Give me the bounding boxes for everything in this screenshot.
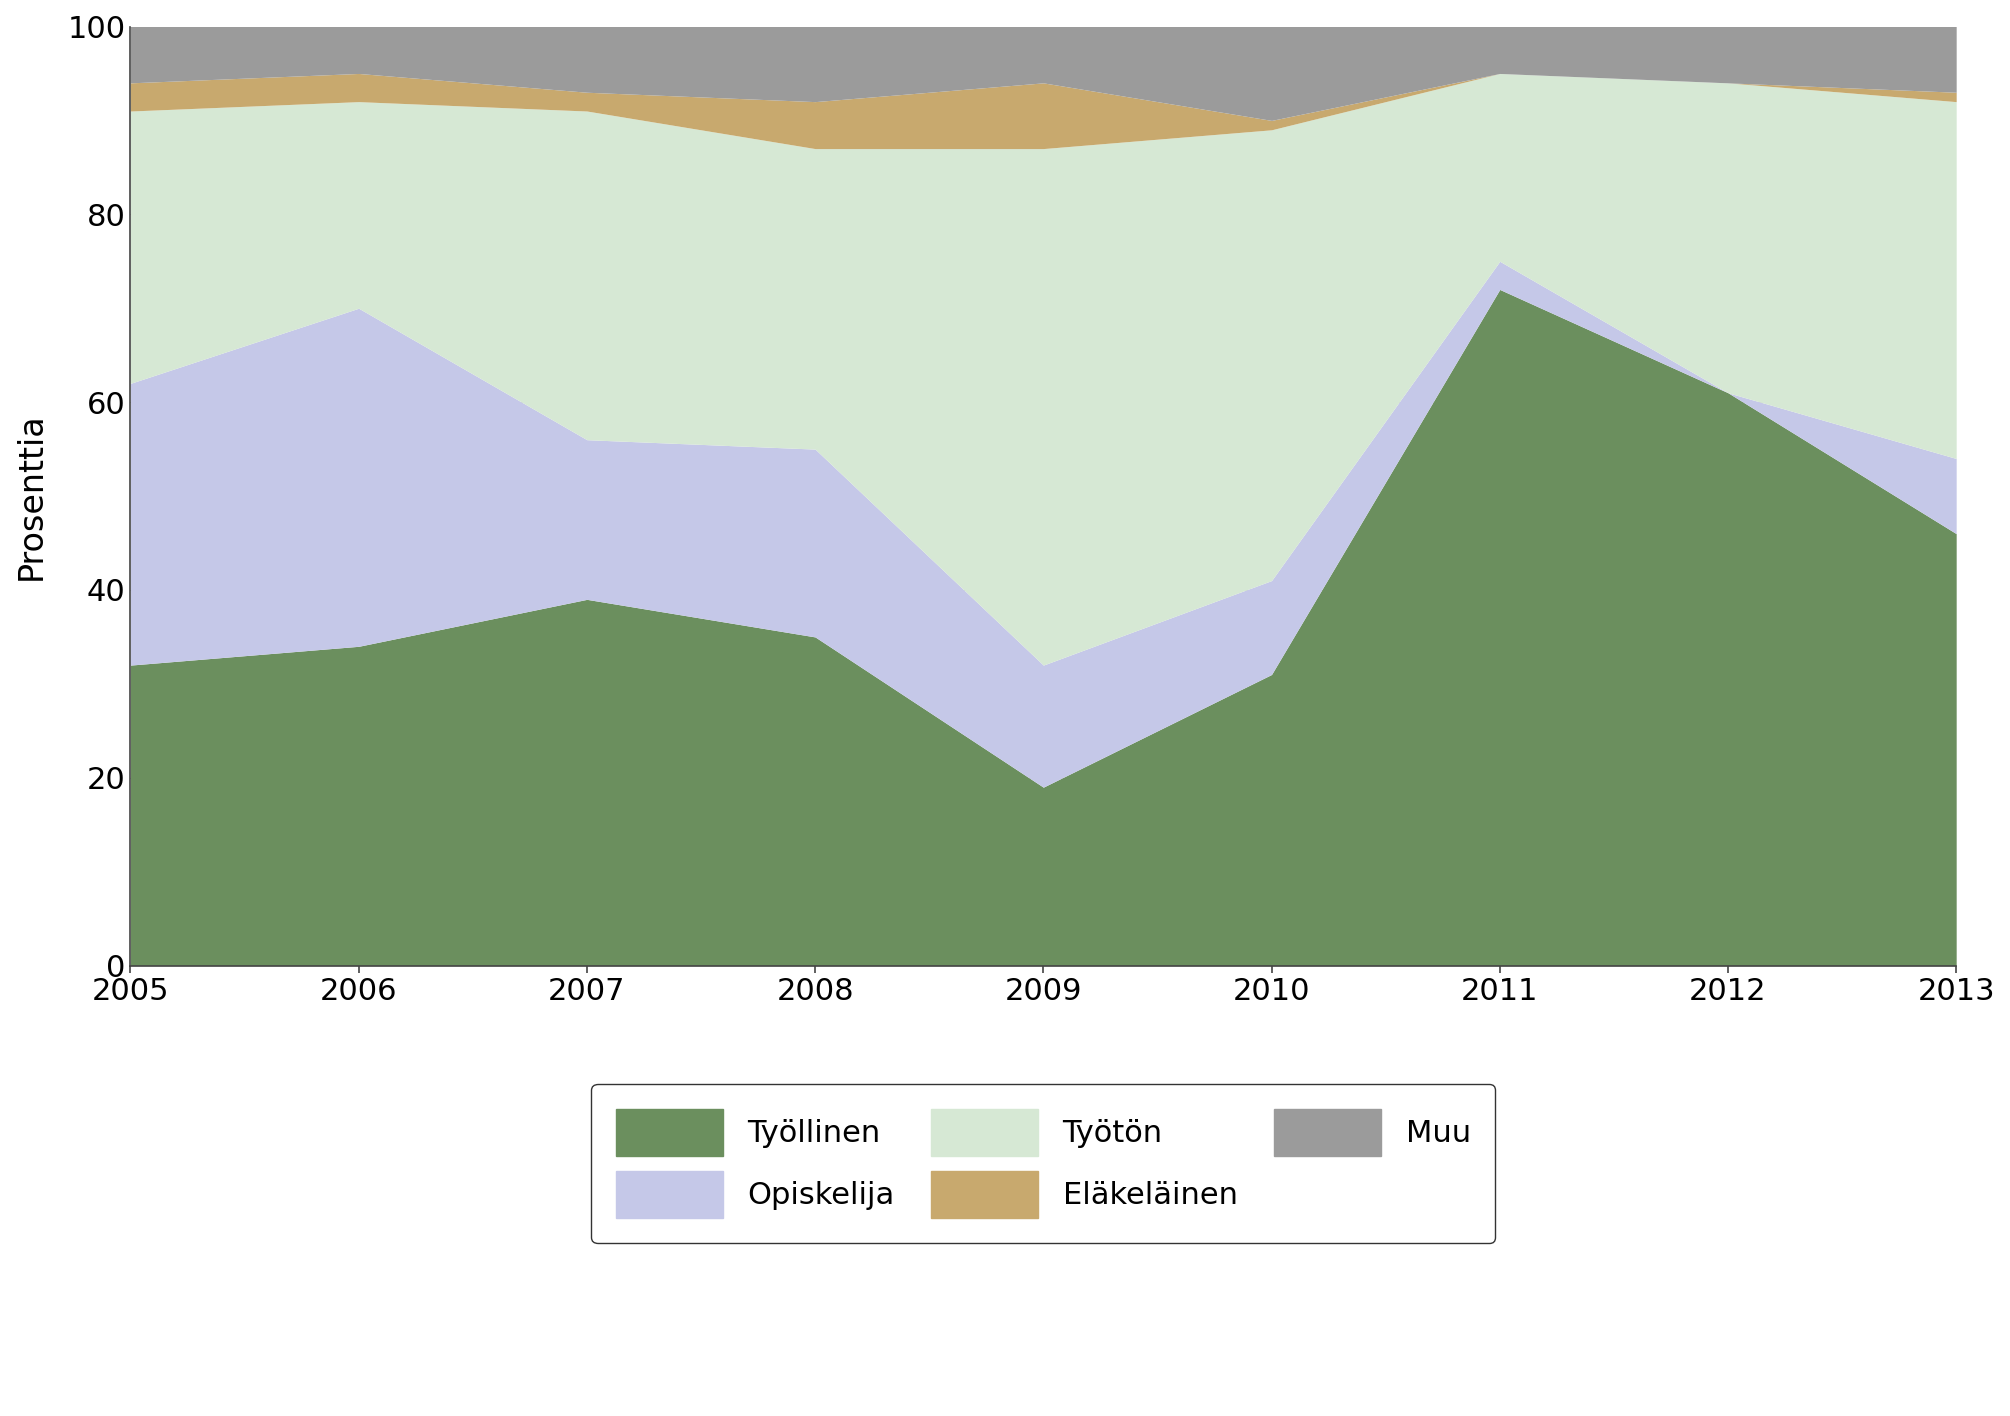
Legend: Työllinen, Opiskelija, Työtön, Eläkeläinen, Muu: Työllinen, Opiskelija, Työtön, Eläkeläin… [591, 1085, 1495, 1243]
Y-axis label: Prosenttia: Prosenttia [14, 412, 48, 581]
